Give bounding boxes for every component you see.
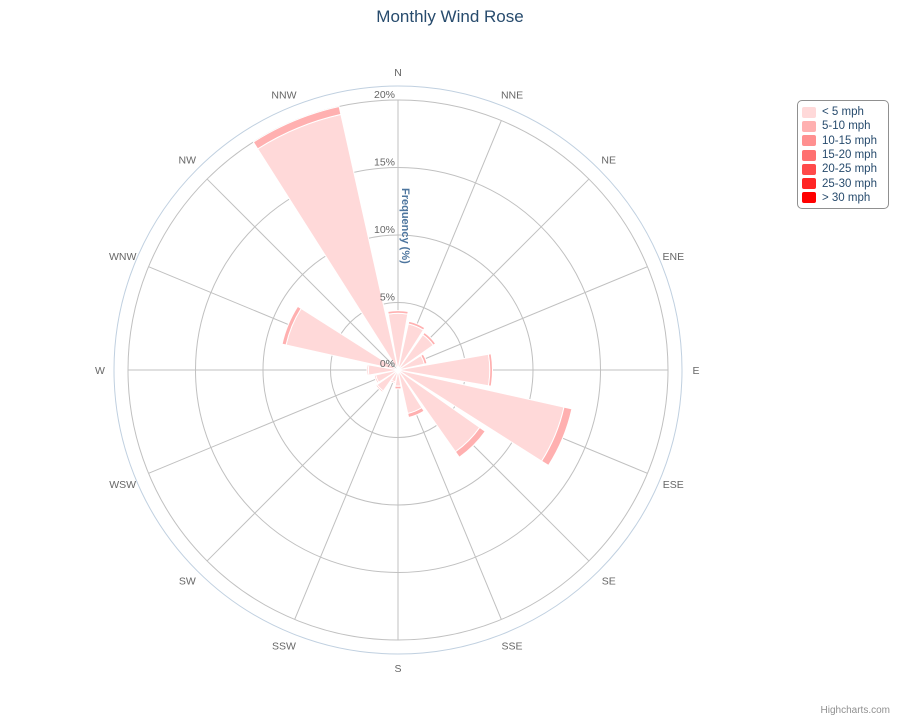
- outer-ring: [113, 85, 683, 655]
- bar-wsw: [373, 374, 380, 384]
- legend-swatch-icon: [802, 178, 816, 190]
- bar-sse: [407, 406, 425, 419]
- category-label: WNW: [109, 251, 136, 263]
- bar-wnw: [281, 305, 302, 346]
- legend-label: 15-20 mph: [822, 149, 877, 162]
- bar-w: [366, 364, 370, 376]
- y-axis-title: Frequency (%): [399, 188, 411, 264]
- category-label: ESE: [663, 479, 684, 491]
- legend-item[interactable]: 25-30 mph: [798, 176, 888, 190]
- legend-swatch-icon: [802, 106, 816, 118]
- bar-ssw: [390, 379, 396, 384]
- category-label: SE: [602, 576, 616, 588]
- legend-item[interactable]: 20-25 mph: [798, 162, 888, 176]
- category-label: S: [394, 663, 401, 675]
- category-label: NNE: [501, 90, 523, 102]
- legend-swatch-icon: [802, 192, 816, 204]
- legend-item[interactable]: 10-15 mph: [798, 134, 888, 148]
- credits-link[interactable]: Highcharts.com: [820, 705, 890, 716]
- bar-s: [394, 385, 402, 390]
- y-tick-label: 10%: [374, 224, 395, 236]
- category-label: N: [394, 67, 402, 79]
- category-label: E: [692, 365, 699, 377]
- legend-label: 20-25 mph: [822, 163, 877, 176]
- bar-ese: [540, 406, 573, 467]
- legend-swatch-icon: [802, 135, 816, 147]
- legend-item[interactable]: < 5 mph: [798, 105, 888, 119]
- legend: < 5 mph 5-10 mph 10-15 mph 15-20 mph 20-25 m…: [797, 100, 889, 210]
- wind-bars: [252, 105, 573, 467]
- bar-ne: [422, 331, 437, 346]
- bar-nnw: [252, 105, 342, 150]
- bar-e: [487, 353, 493, 387]
- bar-se: [454, 426, 486, 458]
- category-label: SSW: [272, 640, 296, 652]
- bar-nne: [407, 320, 426, 331]
- legend-item[interactable]: > 30 mph: [798, 191, 888, 205]
- y-tick-label: 15%: [374, 157, 395, 169]
- axis-labels: N NNE NE ENE E ESE SE SSE S SSW SW WSW W WNW NW NNW 0% 5%…: [95, 67, 699, 675]
- spoke: [206, 369, 399, 562]
- category-label: ENE: [663, 251, 685, 263]
- category-label: W: [95, 365, 105, 377]
- y-tick-label: 20%: [374, 89, 395, 101]
- legend-label: 5-10 mph: [822, 120, 871, 133]
- y-tick-label: 5%: [380, 292, 395, 304]
- category-label: SSE: [502, 640, 523, 652]
- spoke: [148, 369, 399, 474]
- bar-n: [387, 310, 409, 315]
- category-label: WSW: [109, 479, 136, 491]
- y-tick-label: 0%: [380, 358, 395, 370]
- legend-label: < 5 mph: [822, 106, 864, 119]
- legend-swatch-icon: [802, 163, 816, 175]
- legend-label: 10-15 mph: [822, 134, 877, 147]
- spoke: [397, 266, 648, 371]
- category-label: NE: [601, 154, 616, 166]
- legend-label: > 30 mph: [822, 191, 871, 204]
- spoke: [294, 369, 399, 620]
- legend-item[interactable]: 15-20 mph: [798, 148, 888, 162]
- category-label: NNW: [271, 90, 296, 102]
- spoke: [206, 178, 399, 371]
- legend-swatch-icon: [802, 149, 816, 161]
- legend-label: 25-30 mph: [822, 177, 877, 190]
- category-label: NW: [179, 154, 197, 166]
- legend-swatch-icon: [802, 120, 816, 132]
- category-label: SW: [179, 576, 196, 588]
- legend-item[interactable]: 5-10 mph: [798, 119, 888, 133]
- bar-sw: [375, 384, 384, 393]
- bar-ene: [420, 353, 428, 365]
- chart-title: Monthly Wind Rose: [376, 7, 524, 26]
